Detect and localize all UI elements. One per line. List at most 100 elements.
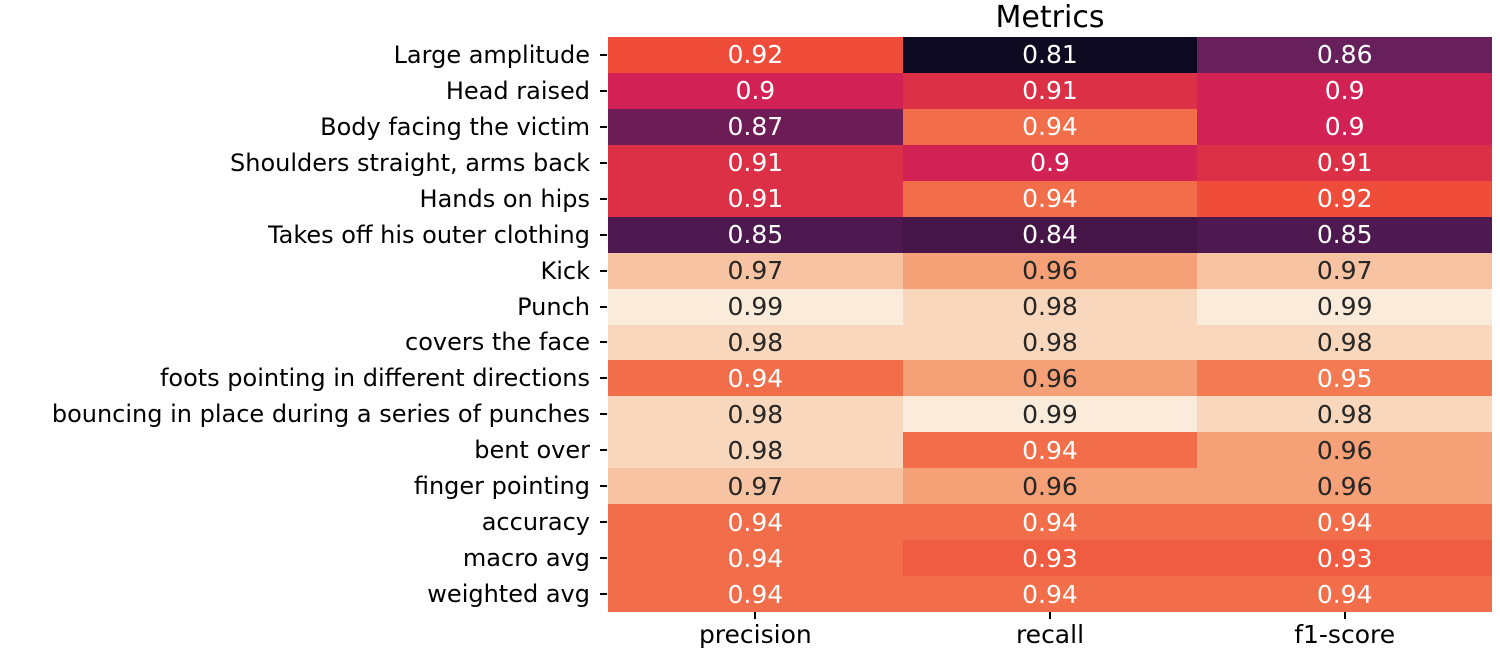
cell-value: 0.94 [1316, 579, 1373, 609]
x-axis-column-labels: precision recall f1-score [608, 620, 1492, 654]
heatmap-cell: 0.91 [1197, 144, 1492, 181]
heatmap-cell: 0.96 [902, 360, 1198, 397]
cell-value: 0.96 [1022, 256, 1078, 286]
heatmap-cell: 0.92 [1197, 180, 1492, 217]
cell-value: 0.94 [1022, 435, 1078, 465]
y-tick [600, 53, 607, 56]
cell-value: 0.98 [1022, 327, 1078, 357]
y-tick [600, 197, 607, 200]
cell-value: 0.9 [1324, 112, 1365, 142]
cell-value: 0.98 [1316, 327, 1373, 357]
row-label: accuracy [481, 508, 590, 537]
cell-value: 0.98 [727, 435, 784, 465]
cell-value: 0.96 [1022, 471, 1078, 501]
cell-value: 0.97 [1316, 256, 1373, 286]
heatmap-cell: 0.99 [608, 288, 903, 325]
row-label: Shoulders straight, arms back [230, 148, 590, 177]
y-tick [600, 377, 607, 380]
cell-value: 0.94 [727, 507, 784, 537]
heatmap-cell: 0.86 [1197, 37, 1492, 73]
heatmap-cell: 0.96 [902, 468, 1198, 505]
heatmap-cell: 0.98 [902, 288, 1198, 325]
heatmap-cell: 0.85 [1197, 216, 1492, 253]
heatmap-cell: 0.94 [902, 576, 1198, 612]
y-tick [600, 449, 607, 452]
y-tick [600, 305, 607, 308]
y-tick [600, 413, 607, 416]
cell-value: 0.94 [1022, 184, 1078, 214]
heatmap-cell: 0.94 [608, 540, 903, 577]
cell-value: 0.99 [727, 292, 784, 322]
cell-value: 0.98 [1022, 292, 1078, 322]
x-tick [754, 612, 757, 619]
heatmap-cell: 0.91 [608, 180, 903, 217]
cell-value: 0.93 [1022, 543, 1078, 573]
heatmap-cell: 0.99 [1197, 288, 1492, 325]
row-label: weighted avg [427, 580, 590, 609]
row-label: finger pointing [413, 472, 590, 501]
cell-value: 0.91 [727, 184, 784, 214]
cell-value: 0.86 [1316, 40, 1373, 70]
heatmap-cell: 0.94 [1197, 504, 1492, 541]
row-label: Kick [540, 256, 591, 285]
row-label: covers the face [405, 328, 590, 357]
y-tick [600, 485, 607, 488]
cell-value: 0.92 [1316, 184, 1373, 214]
cell-value: 0.93 [1316, 543, 1373, 573]
heatmap-cell: 0.93 [902, 540, 1198, 577]
heatmap-cell: 0.97 [608, 468, 903, 505]
row-label: Body facing the victim [320, 112, 590, 141]
cell-value: 0.98 [727, 327, 784, 357]
heatmap-cell: 0.91 [608, 144, 903, 181]
cell-value: 0.97 [727, 471, 784, 501]
cell-value: 0.95 [1316, 363, 1373, 393]
cell-value: 0.94 [1022, 579, 1078, 609]
y-tick [600, 341, 607, 344]
heatmap-grid: 0.92 0.81 0.86 0.9 0.91 0.9 0.87 0.94 0.9 0.91 0.9… [608, 37, 1492, 612]
row-label: bouncing in place during a series of pun… [51, 400, 590, 429]
heatmap-cell: 0.87 [608, 108, 903, 145]
cell-value: 0.9 [735, 76, 776, 106]
y-tick [600, 269, 607, 272]
row-label: Takes off his outer clothing [267, 220, 590, 249]
heatmap-cell: 0.96 [902, 252, 1198, 289]
heatmap-cell: 0.98 [608, 324, 903, 361]
y-tick [600, 125, 607, 128]
cell-value: 0.91 [1022, 76, 1078, 106]
y-axis-row-labels: Large amplitude Head raised Body facing th… [0, 37, 599, 612]
cell-value: 0.96 [1316, 471, 1373, 501]
y-tick [600, 557, 607, 560]
cell-value: 0.94 [1022, 507, 1078, 537]
heatmap-cell: 0.91 [902, 72, 1198, 109]
heatmap-cell: 0.98 [608, 396, 903, 433]
cell-value: 0.85 [1316, 220, 1373, 250]
cell-value: 0.98 [1316, 399, 1373, 429]
cell-value: 0.94 [1022, 112, 1078, 142]
cell-value: 0.91 [727, 148, 784, 178]
heatmap-cell: 0.99 [902, 396, 1198, 433]
heatmap-cell: 0.97 [1197, 252, 1492, 289]
cell-value: 0.9 [1324, 76, 1365, 106]
heatmap-cell: 0.84 [902, 216, 1198, 253]
row-label: bent over [474, 436, 590, 465]
heatmap-cell: 0.9 [608, 72, 903, 109]
cell-value: 0.99 [1316, 292, 1373, 322]
heatmap-cell: 0.94 [902, 504, 1198, 541]
y-tick [600, 89, 607, 92]
heatmap-cell: 0.94 [902, 108, 1198, 145]
heatmap-cell: 0.96 [1197, 432, 1492, 469]
heatmap-cell: 0.98 [1197, 324, 1492, 361]
y-tick [600, 233, 607, 236]
row-label: Hands on hips [419, 184, 590, 213]
heatmap-cell: 0.94 [902, 432, 1198, 469]
x-tick [1049, 612, 1051, 619]
cell-value: 0.91 [1316, 148, 1373, 178]
y-tick [600, 593, 607, 596]
heatmap-cell: 0.94 [1197, 576, 1492, 612]
heatmap-cell: 0.96 [1197, 468, 1492, 505]
cell-value: 0.87 [727, 112, 784, 142]
row-label: Head raised [445, 76, 590, 105]
cell-value: 0.98 [727, 399, 784, 429]
heatmap-cell: 0.94 [608, 504, 903, 541]
